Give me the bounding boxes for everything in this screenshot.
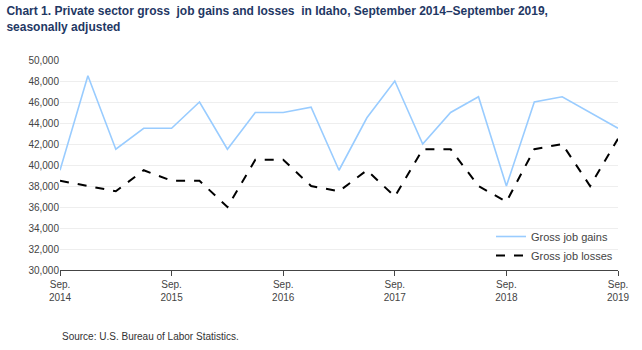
svg-text:50,000: 50,000 — [28, 55, 59, 66]
svg-text:32,000: 32,000 — [28, 244, 59, 255]
svg-text:34,000: 34,000 — [28, 223, 59, 234]
svg-text:Sep.2017: Sep.2017 — [384, 279, 407, 303]
svg-text:46,000: 46,000 — [28, 97, 59, 108]
svg-text:Sep.2015: Sep.2015 — [160, 279, 183, 303]
svg-text:38,000: 38,000 — [28, 181, 59, 192]
svg-text:Source: U.S. Bureau of Labor S: Source: U.S. Bureau of Labor Statistics. — [62, 331, 239, 342]
svg-text:Sep.2016: Sep.2016 — [272, 279, 295, 303]
svg-text:Sep.2014: Sep.2014 — [49, 279, 72, 303]
svg-text:36,000: 36,000 — [28, 202, 59, 213]
svg-text:Sep.2019: Sep.2019 — [607, 279, 630, 303]
svg-text:Sep.2018: Sep.2018 — [495, 279, 518, 303]
svg-text:48,000: 48,000 — [28, 76, 59, 87]
svg-text:Gross job losses: Gross job losses — [531, 250, 613, 262]
svg-text:40,000: 40,000 — [28, 160, 59, 171]
svg-text:44,000: 44,000 — [28, 118, 59, 129]
svg-text:Chart 1. Private sector gross: Chart 1. Private sector gross job gains … — [6, 4, 548, 34]
svg-text:30,000: 30,000 — [28, 265, 59, 276]
svg-text:Gross job gains: Gross job gains — [531, 231, 608, 243]
svg-text:42,000: 42,000 — [28, 139, 59, 150]
